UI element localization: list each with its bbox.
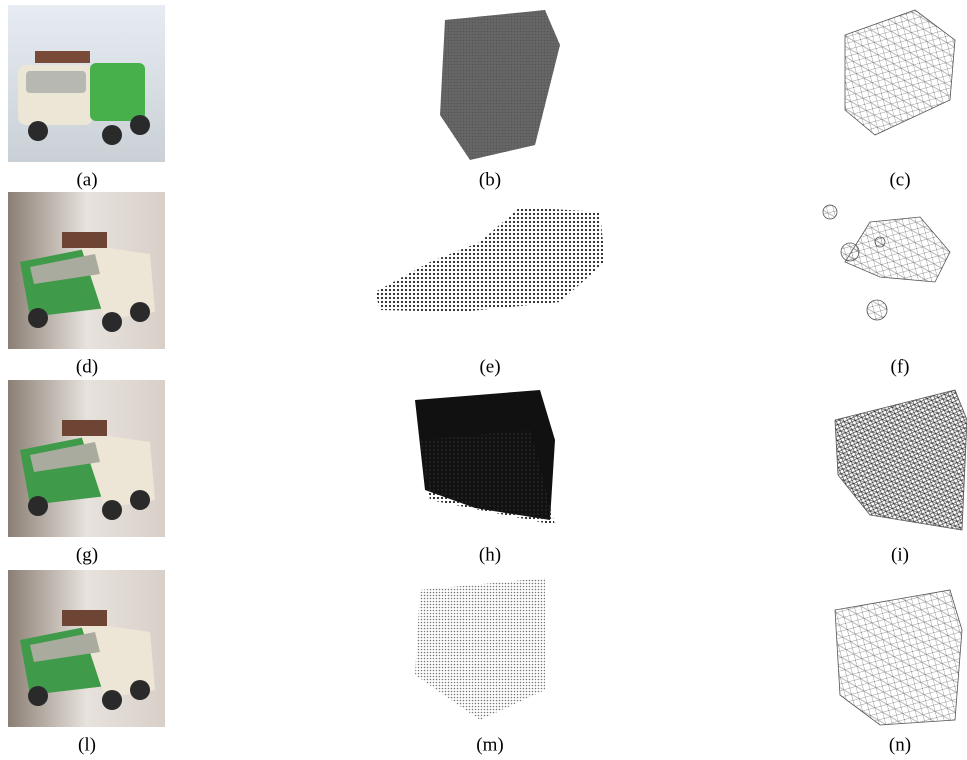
roof-rack [62,420,107,436]
wheel [28,121,48,141]
wheel [130,490,150,510]
point-cloud [415,578,545,720]
wheel [28,686,48,706]
figure-row: (d) (e) (f) [8,192,951,377]
figure-row: (l) (m) (n) [8,570,963,755]
panel-caption: (e) [479,356,500,377]
wheel [102,125,122,145]
wheel [130,115,150,135]
mesh-fragment [822,204,838,220]
point-cloud-sparse [420,430,555,525]
roof-rack [62,232,107,248]
body-green [90,63,145,121]
roof-rack [35,51,90,63]
wheel [28,308,48,328]
point-cloud-texture [440,10,560,160]
point-cloud [375,207,605,312]
wheel [28,496,48,516]
panel-caption: (h) [479,544,501,565]
wheel [102,500,122,520]
panel-caption: (i) [891,544,909,565]
wheel [130,302,150,322]
roof-rack [62,610,107,626]
figure-row: (a) (b) (c) [8,5,956,190]
panel-caption: (m) [476,734,503,755]
mesh-fragment [874,236,886,248]
body-cream [80,432,155,508]
mesh [844,9,956,136]
mesh [834,589,963,726]
panel-caption: (a) [76,169,97,190]
panel-caption: (b) [479,169,501,190]
mesh [844,216,951,283]
wheel [102,312,122,332]
figure-row: (g) (h) (i) [8,380,967,565]
mesh-fragment [840,242,860,262]
windshield [26,71,86,93]
body-cream [80,622,155,698]
windows [30,632,100,662]
panel-caption: (g) [76,544,98,565]
windows [30,442,100,472]
mesh [834,389,967,531]
body-cream [80,244,155,320]
wheel [102,690,122,710]
wheel [130,680,150,700]
windows [30,254,100,284]
panel-caption: (f) [891,356,910,377]
panel-caption: (c) [889,169,910,190]
mesh-fragment [866,299,888,321]
panel-caption: (l) [78,734,96,755]
panel-caption: (d) [76,356,98,377]
panel-caption: (n) [889,734,911,755]
